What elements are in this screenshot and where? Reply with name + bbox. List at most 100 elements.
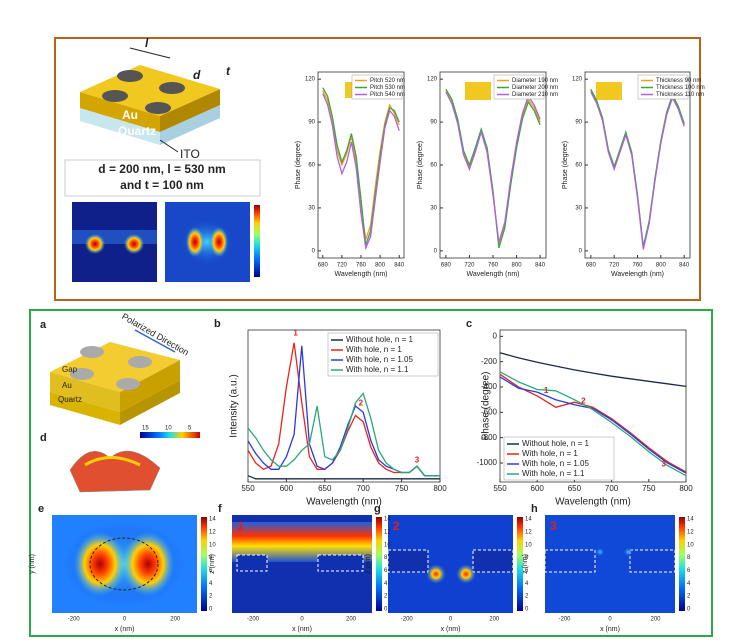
y-axis-label: z (nm) — [522, 554, 529, 574]
y-tick-label: 120 — [572, 77, 583, 83]
x-axis-label: x (nm) — [600, 626, 620, 633]
y-axis-label: Phase (degree) — [295, 141, 302, 189]
legend-label: With hole, n = 1.1 — [346, 365, 409, 374]
x-tick-label: 800 — [512, 263, 523, 269]
x-tick-label: 650 — [318, 484, 332, 493]
label-d: d — [193, 68, 201, 82]
legend-label: With hole, n = 1.1 — [522, 469, 585, 478]
mode-marker: 2 — [393, 519, 400, 533]
colorbar-tick: 10 — [525, 542, 532, 548]
y-tick-label: 0 — [579, 248, 583, 254]
x-tick-label: 600 — [531, 484, 545, 493]
panel-label: g — [374, 503, 381, 515]
annotation: 1 — [544, 386, 549, 395]
x-tick-label: 0 — [608, 617, 612, 623]
series-line — [499, 376, 687, 474]
mode-marker: 1 — [237, 519, 244, 533]
panel-label: d — [40, 432, 47, 444]
y-tick-label: 30 — [575, 206, 582, 212]
x-tick-label: 800 — [433, 484, 447, 493]
x-axis-label: x (nm) — [292, 626, 312, 633]
legend-label: Pitch 530 nm — [370, 85, 405, 91]
colorbar-tick: 6 — [687, 568, 691, 574]
label-au: Au — [62, 381, 72, 390]
plot-frame — [247, 329, 441, 483]
y-tick-label: 60 — [575, 163, 582, 169]
series-line — [322, 87, 400, 246]
x-tick-label: 720 — [337, 263, 348, 269]
colorbar-tick: 4 — [525, 581, 529, 587]
annotation: 1 — [293, 329, 298, 338]
y-tick-label: 120 — [305, 77, 316, 83]
colorbar-tick: 5 — [188, 426, 192, 432]
y-tick-label: 0 — [312, 248, 316, 254]
x-tick-label: 0 — [300, 617, 304, 623]
x-axis-label: Wavelength (nm) — [334, 271, 387, 278]
x-axis-label: Wavelength (nm) — [611, 271, 664, 278]
series-line — [247, 475, 440, 480]
y-tick-label: 60 — [430, 163, 437, 169]
x-tick-label: -200 — [68, 617, 81, 623]
legend-label: With hole, n = 1.05 — [346, 355, 413, 364]
legend-label: With hole, n = 1 — [522, 449, 578, 458]
y-tick-label: 90 — [575, 120, 582, 126]
colorbar-tick: 10 — [165, 426, 172, 432]
colorbar-tick: 2 — [384, 594, 388, 600]
y-tick-label: 90 — [308, 120, 315, 126]
panel-label: h — [531, 503, 538, 515]
legend-label: Diameter 190 nm — [512, 78, 558, 84]
x-tick-label: -200 — [558, 617, 571, 623]
legend-label: Thickness 90 nm — [656, 78, 701, 84]
x-tick-label: 840 — [679, 263, 690, 269]
y-tick-label: 120 — [427, 77, 438, 83]
colorbar-tick: 6 — [209, 568, 213, 574]
label-gap: Gap — [62, 365, 78, 374]
x-tick-label: 760 — [356, 263, 367, 269]
plot-frame — [499, 329, 687, 483]
legend-label: Diameter 210 nm — [512, 92, 558, 98]
colorbar-tick: 14 — [525, 517, 532, 523]
x-tick-label: 800 — [679, 484, 693, 493]
x-tick-label: 760 — [632, 263, 643, 269]
colorbar — [376, 517, 382, 611]
panel-label: a — [40, 319, 47, 331]
x-tick-label: 700 — [357, 484, 371, 493]
colorbar-tick: 8 — [384, 555, 388, 561]
label-au: Au — [122, 108, 138, 122]
x-tick-label: 760 — [488, 263, 499, 269]
y-tick-label: -200 — [481, 357, 498, 366]
y-tick-label: 30 — [308, 206, 315, 212]
params: and t = 100 nm — [120, 178, 204, 192]
y-axis-label: z (nm) — [365, 554, 372, 574]
colorbar-tick: 6 — [525, 568, 529, 574]
panel-label: f — [218, 503, 222, 515]
colorbar-tick: 4 — [384, 581, 388, 587]
x-tick-label: 200 — [170, 617, 181, 623]
colorbar-tick: 8 — [209, 555, 213, 561]
legend-box — [503, 436, 615, 481]
annotation: 2 — [581, 396, 586, 405]
colorbar-tick: 10 — [384, 542, 391, 548]
x-tick-label: 720 — [609, 263, 620, 269]
legend-label: With hole, n = 1.05 — [522, 459, 589, 468]
y-tick-label: 0 — [434, 248, 438, 254]
series-line — [499, 371, 687, 477]
y-axis-label: Phase (degree) — [481, 372, 492, 441]
y-tick-label: -600 — [481, 407, 498, 416]
x-tick-label: 750 — [642, 484, 656, 493]
colorbar-tick: 8 — [525, 555, 529, 561]
x-axis-label: x (nm) — [115, 626, 135, 633]
colorbar-tick: 12 — [687, 529, 694, 535]
y-tick-label: 30 — [430, 206, 437, 212]
colorbar — [201, 517, 207, 611]
legend-label: Without hole, n = 1 — [522, 439, 589, 448]
series-line — [590, 91, 685, 250]
colorbar-tick: 12 — [209, 529, 216, 535]
series-line — [499, 352, 687, 388]
series-line — [247, 391, 440, 477]
x-tick-label: 550 — [493, 484, 507, 493]
colorbar-tick: 0 — [209, 607, 213, 613]
y-axis-label: z (nm) — [209, 554, 216, 574]
field-maps — [72, 202, 260, 282]
